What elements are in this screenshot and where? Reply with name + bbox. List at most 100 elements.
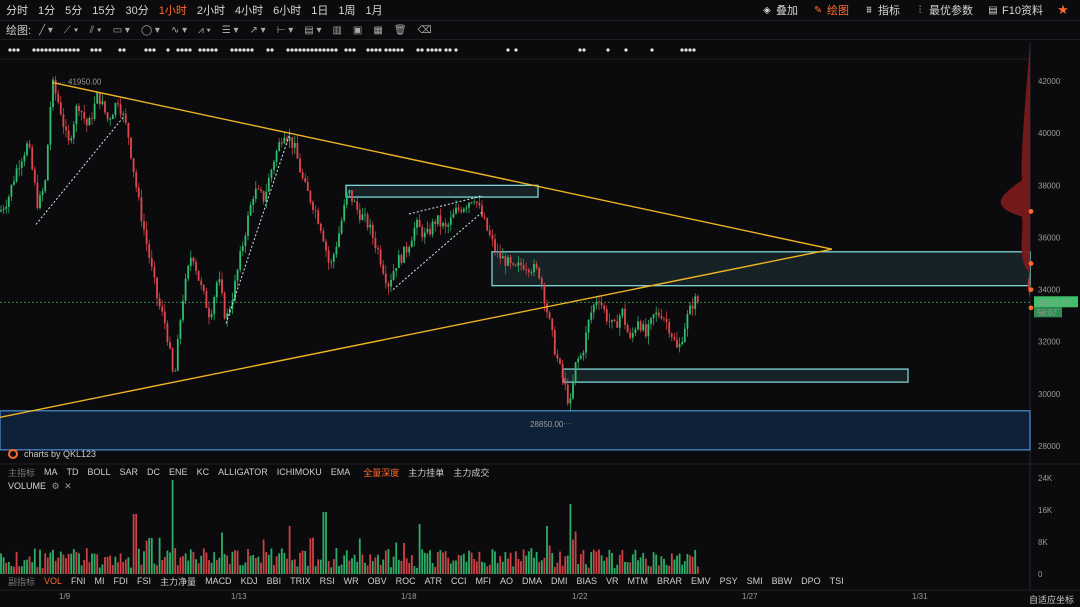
timeframe-3[interactable]: 15分 (92, 5, 116, 17)
top-tool-pen[interactable]: ✎ 绘图 (812, 2, 849, 18)
indicator-FNI[interactable]: FNI (71, 576, 86, 586)
indicator-EMV[interactable]: EMV (691, 576, 711, 586)
snapshot-icon[interactable]: ▣ (352, 24, 363, 36)
close-icon[interactable]: ✕ (64, 481, 72, 491)
rectangle-tool-icon[interactable]: ▭ ▾ (112, 24, 130, 36)
indicator-PSY[interactable]: PSY (719, 576, 738, 586)
indicator-KC[interactable]: KC (196, 467, 210, 477)
trash-icon[interactable]: 🗑 (393, 24, 407, 36)
indicator-FDI[interactable]: FDI (113, 576, 129, 586)
timeframe-10[interactable]: 1周 (338, 5, 356, 17)
eraser-icon[interactable]: ⌫ (417, 24, 432, 36)
indicator-BOLL[interactable]: BOLL (87, 467, 111, 477)
indicator-MACD[interactable]: MACD (205, 576, 232, 586)
indicator-ALLIGATOR[interactable]: ALLIGATOR (218, 467, 268, 477)
bar-chart-icon[interactable]: ▦ (373, 24, 383, 36)
channel-tool-icon[interactable]: ⫽ ▾ (89, 24, 102, 36)
indicator-ROC[interactable]: ROC (395, 576, 416, 586)
indicator-AO[interactable]: AO (499, 576, 513, 586)
indicator-EMA[interactable]: EMA (330, 467, 351, 477)
indicator-主力净量[interactable]: 主力净量 (160, 576, 197, 587)
indicator-RSI[interactable]: RSI (319, 576, 335, 586)
indicator-BBW[interactable]: BBW (771, 576, 793, 586)
indicator-TD[interactable]: TD (66, 467, 79, 477)
autofit-button[interactable]: 自适应坐标 (1028, 595, 1074, 605)
timeframe-1[interactable]: 1分 (38, 5, 56, 17)
volume-bar (533, 557, 535, 574)
top-tool-doc[interactable]: ▤ F10资料 (987, 2, 1043, 18)
indicator-SAR[interactable]: SAR (119, 467, 139, 477)
indicator-ICHIMOKU[interactable]: ICHIMOKU (276, 467, 322, 477)
volume-bar (465, 561, 468, 574)
indicator-KDJ[interactable]: KDJ (240, 576, 258, 586)
volume-bar (572, 539, 574, 574)
indicator-BRAR[interactable]: BRAR (657, 576, 683, 586)
top-tool-params[interactable]: ⫶ 最优参数 (914, 2, 973, 18)
ellipse-tool-icon[interactable]: ◯ ▾ (140, 24, 160, 36)
volume-bar (330, 567, 333, 574)
timeframe-9[interactable]: 1日 (311, 5, 329, 17)
timeframe-11[interactable]: 1月 (365, 5, 383, 17)
candle-body (205, 291, 208, 309)
ray-tool-icon[interactable]: ⟋ ▾ (63, 24, 79, 36)
indicator-DMI[interactable]: DMI (551, 576, 568, 586)
indicator-主力成交[interactable]: 主力成交 (453, 467, 490, 478)
chart-type-icon[interactable]: ▥ (332, 24, 342, 36)
volume-bar (694, 549, 697, 574)
timeframe-4[interactable]: 30分 (125, 5, 149, 17)
indicator-FSI[interactable]: FSI (137, 576, 152, 586)
indicator-OBV[interactable]: OBV (367, 576, 387, 586)
indicator-MTM[interactable]: MTM (627, 576, 649, 586)
arrow-tool-icon[interactable]: ↗ ▾ (249, 24, 266, 36)
volume-bar (226, 555, 229, 574)
indicator-DPO[interactable]: DPO (801, 576, 821, 586)
indicator-MFI[interactable]: MFI (475, 576, 491, 586)
timeframe-0[interactable]: 分时 (6, 5, 28, 17)
timeframe-7[interactable]: 4小时 (235, 5, 264, 17)
top-tool-layers[interactable]: ◈ 叠加 (761, 2, 798, 18)
indicator-MI[interactable]: MI (94, 576, 105, 586)
indicator-MA[interactable]: MA (44, 467, 58, 477)
timeframe-2[interactable]: 5分 (65, 5, 83, 17)
indicator-主力挂单[interactable]: 主力挂单 (408, 467, 445, 478)
candle-body (400, 255, 403, 263)
volume-bar (176, 565, 179, 574)
measure-tool-icon[interactable]: ⊢ ▾ (276, 24, 294, 36)
indicator-BIAS[interactable]: BIAS (576, 576, 598, 586)
timeframe-8[interactable]: 6小时 (273, 5, 302, 17)
indicator-ATR[interactable]: ATR (424, 576, 442, 586)
indicator-DC[interactable]: DC (147, 467, 161, 477)
indicator-BBI[interactable]: BBI (266, 576, 282, 586)
indicator-DMA[interactable]: DMA (522, 576, 542, 586)
volume-bar (382, 559, 385, 574)
indicator-VOL[interactable]: VOL (44, 576, 63, 586)
volume-bar (395, 542, 398, 574)
indicator-TSI[interactable]: TSI (829, 576, 844, 586)
pattern-tool-icon[interactable]: ⩘ ▾ (198, 24, 211, 36)
fib-tool-icon[interactable]: ☰ ▾ (221, 24, 239, 36)
indicator-CCI[interactable]: CCI (450, 576, 467, 586)
candle-body (210, 313, 213, 318)
top-tool-indicator[interactable]: ⩩ 指标 (863, 2, 900, 18)
candlestick-series (0, 75, 699, 412)
indicator-VR[interactable]: VR (606, 576, 619, 586)
indicator-SMI[interactable]: SMI (746, 576, 763, 586)
candle-body (512, 263, 515, 265)
timeframe-5[interactable]: 1小时 (158, 5, 187, 17)
indicator-TRIX[interactable]: TRIX (290, 576, 311, 586)
volume-bar (153, 563, 156, 574)
top-tool-star[interactable]: ★ (1057, 2, 1072, 18)
wave-tool-icon[interactable]: ∿ ▾ (170, 24, 188, 36)
volume-bar (345, 550, 348, 574)
indicator-全量深度[interactable]: 全量深度 (363, 467, 400, 478)
candle-body (280, 142, 283, 144)
line-tool-icon[interactable]: ╱ ▾ (39, 24, 53, 36)
indicator-ENE[interactable]: ENE (169, 467, 188, 477)
settings-icon[interactable]: ⚙ (51, 481, 60, 491)
text-tool-icon[interactable]: ▤ ▾ (304, 24, 322, 36)
timeframe-6[interactable]: 2小时 (196, 5, 225, 17)
candle-body (221, 279, 223, 293)
candle-body (657, 312, 660, 317)
indicator-WR[interactable]: WR (343, 576, 359, 586)
